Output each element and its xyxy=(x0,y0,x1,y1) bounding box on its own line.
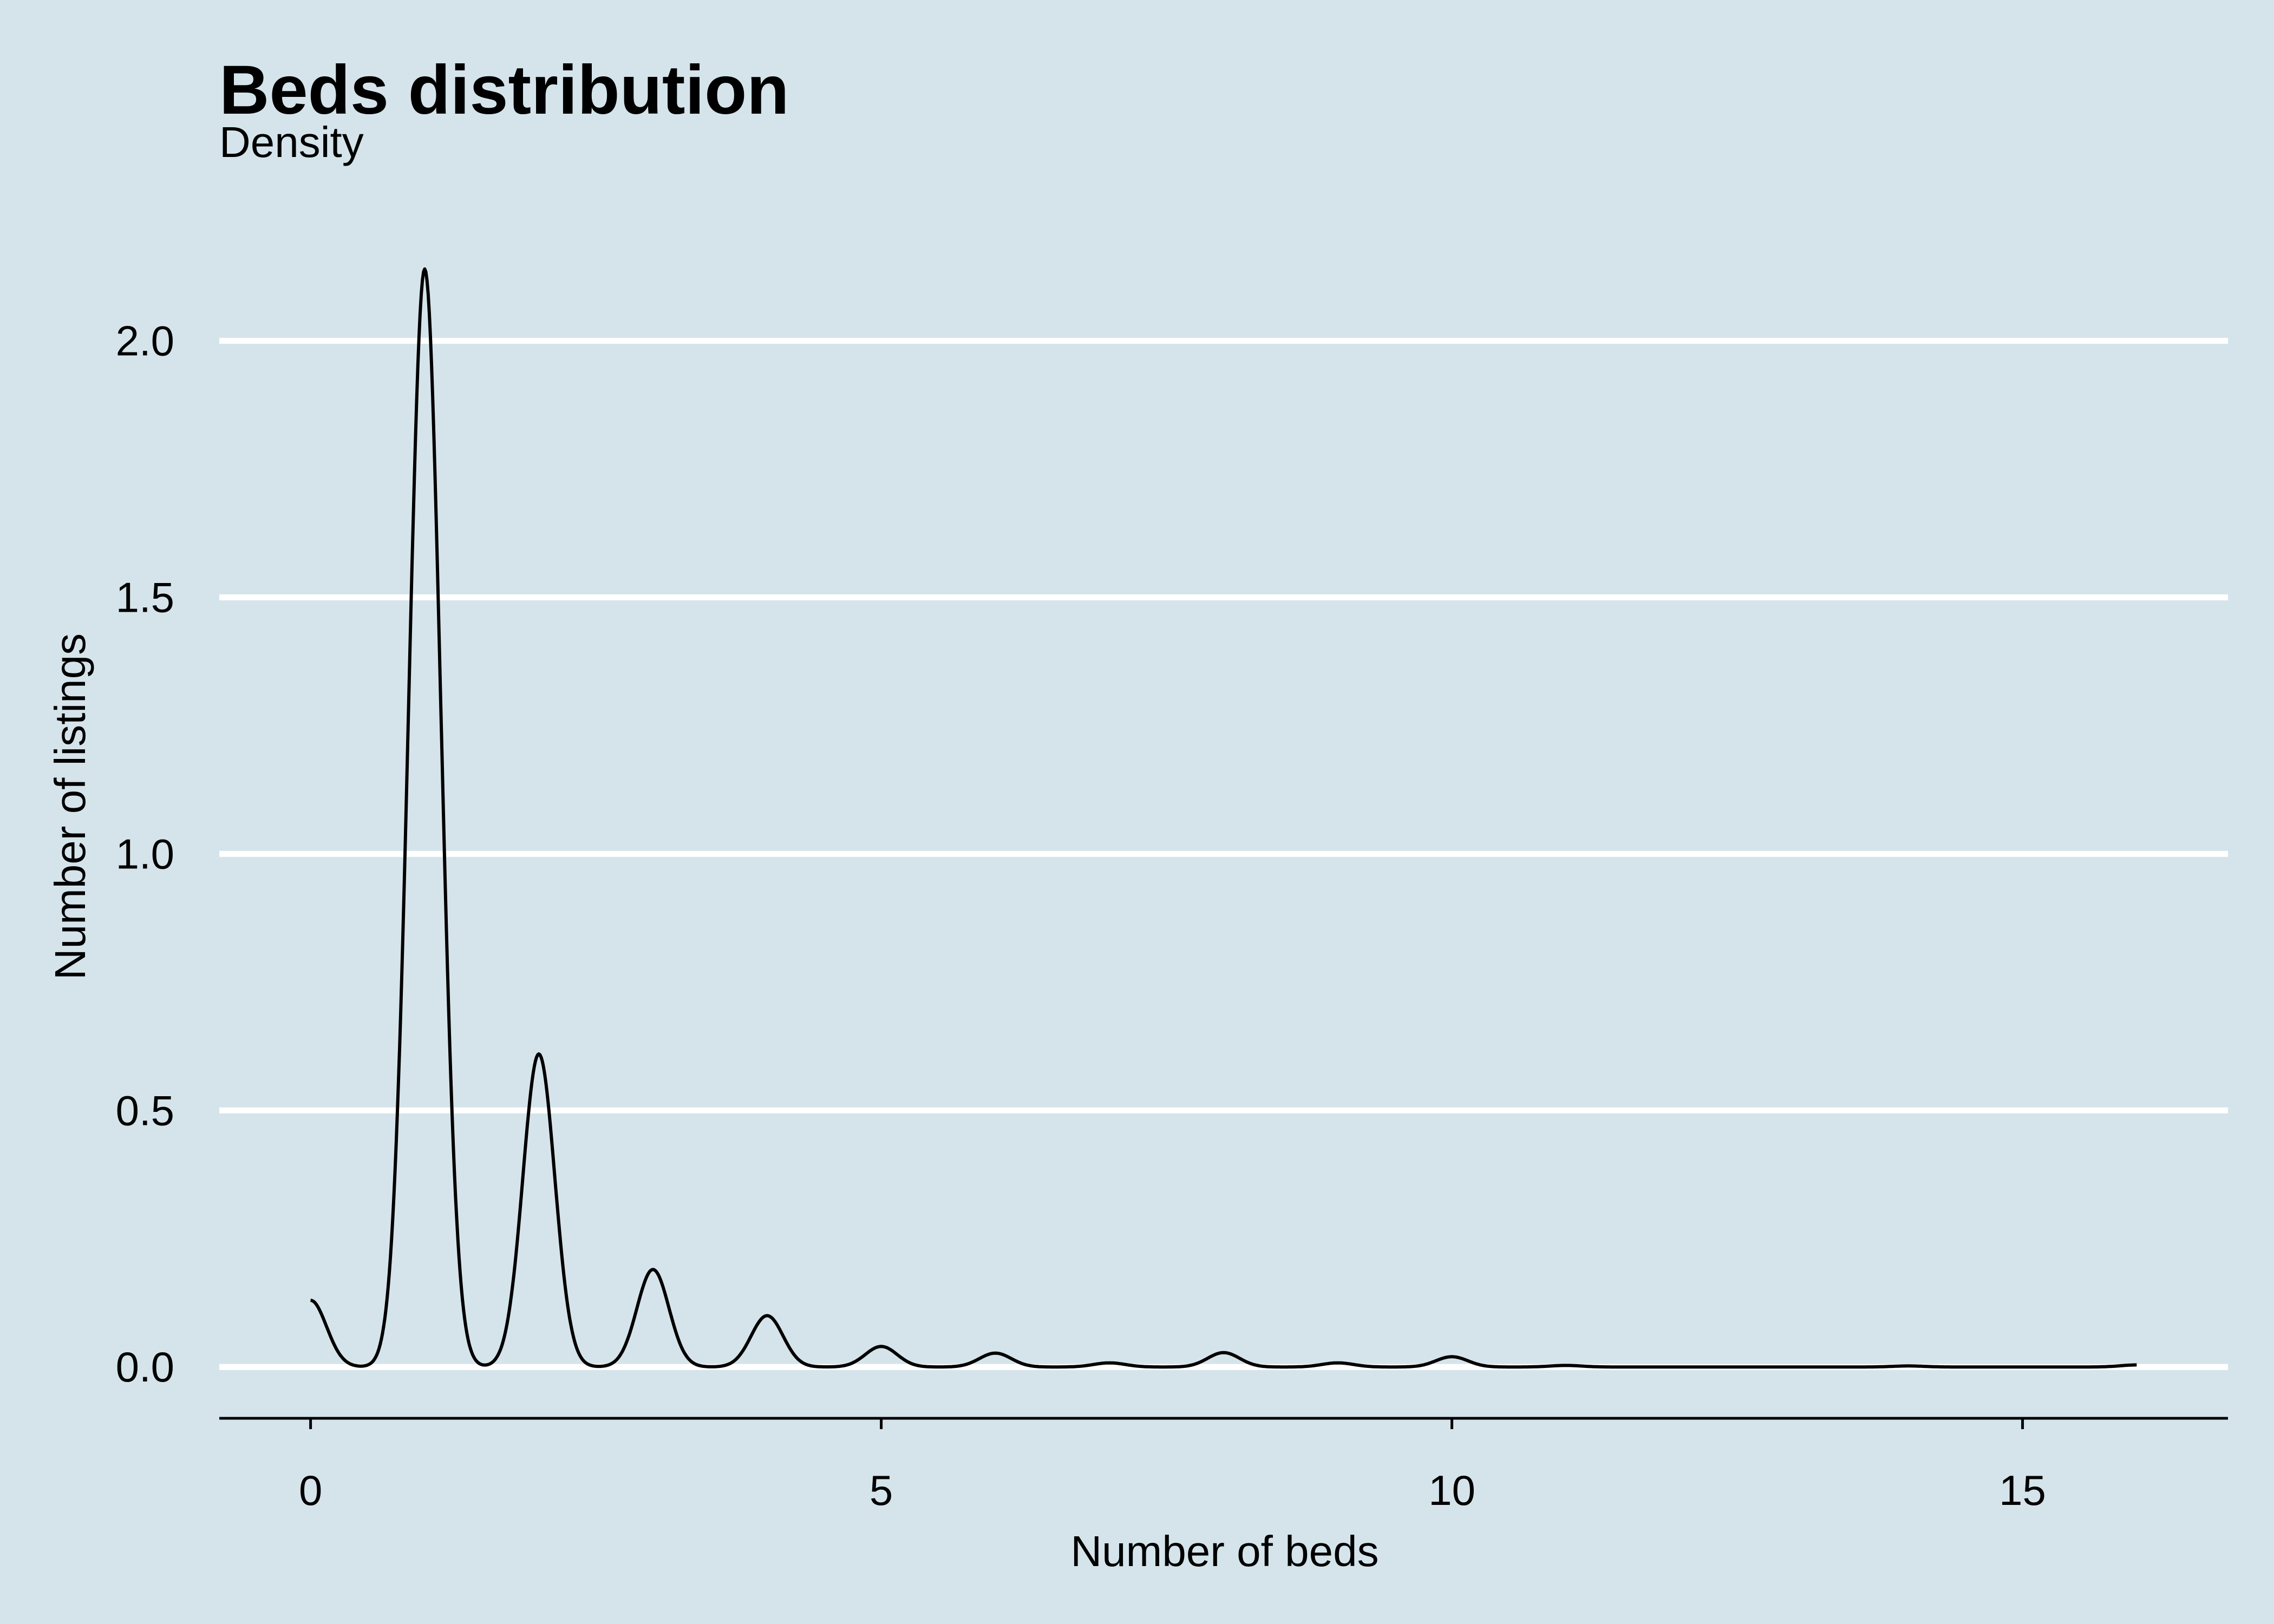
y-tick-label: 2.0 xyxy=(116,317,174,365)
y-tick-label: 0.0 xyxy=(116,1343,174,1391)
chart-subtitle: Density xyxy=(219,118,364,166)
y-axis-tick-labels: 0.0 0.5 1.0 1.5 2.0 xyxy=(116,317,174,1391)
y-tick-label: 1.5 xyxy=(116,573,174,621)
x-tick-label: 5 xyxy=(870,1466,893,1514)
y-tick-label: 1.0 xyxy=(116,830,174,878)
y-axis-title: Number of listings xyxy=(46,633,94,980)
density-curve xyxy=(310,267,2138,1369)
x-axis-title: Number of beds xyxy=(1070,1527,1378,1575)
y-tick-label: 0.5 xyxy=(116,1086,174,1134)
x-tick-label: 15 xyxy=(1999,1466,2046,1514)
chart-title: Beds distribution xyxy=(219,51,789,129)
x-axis-ticks: 0 5 10 15 xyxy=(299,1418,2046,1514)
x-tick-label: 10 xyxy=(1428,1466,1475,1514)
x-tick-label: 0 xyxy=(299,1466,322,1514)
